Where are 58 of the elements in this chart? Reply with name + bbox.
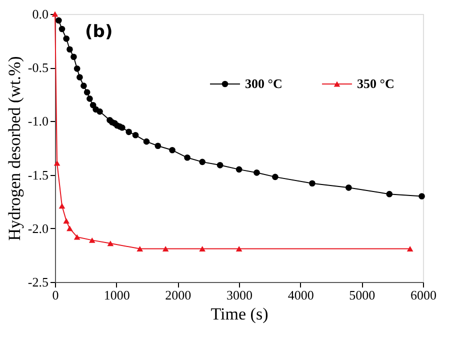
y-tick-label: -1.0 bbox=[28, 114, 48, 129]
x-tick-label: 5000 bbox=[349, 288, 376, 302]
point bbox=[126, 128, 132, 136]
point bbox=[346, 184, 352, 191]
point bbox=[216, 162, 224, 168]
point bbox=[74, 66, 80, 72]
point bbox=[162, 246, 169, 252]
y-tick-label: -2.5 bbox=[28, 274, 48, 290]
x-tick-label: 2000 bbox=[165, 288, 192, 302]
y-tick-label: -1.5 bbox=[28, 167, 48, 182]
x-tick-label: 4000 bbox=[288, 288, 314, 302]
point bbox=[84, 89, 90, 96]
annotation: (b) bbox=[85, 22, 113, 42]
x-tick-label: 6000 bbox=[410, 288, 436, 302]
point bbox=[143, 138, 150, 145]
point bbox=[386, 190, 393, 198]
legend-label: 300 °C bbox=[245, 76, 282, 91]
point bbox=[66, 46, 73, 53]
point bbox=[58, 26, 66, 32]
point bbox=[406, 246, 414, 252]
point bbox=[254, 170, 260, 176]
point bbox=[54, 160, 60, 166]
legend-label: 350 °C bbox=[357, 76, 394, 91]
x-axis-title: Time (s) bbox=[210, 304, 268, 324]
point bbox=[56, 17, 62, 24]
point bbox=[184, 154, 190, 161]
point bbox=[418, 193, 425, 200]
point bbox=[309, 180, 316, 187]
point bbox=[66, 226, 73, 232]
x-tick-label: 0 bbox=[52, 288, 59, 302]
point bbox=[80, 82, 87, 89]
point bbox=[136, 246, 144, 252]
point bbox=[154, 142, 162, 150]
point bbox=[58, 203, 66, 209]
point bbox=[199, 158, 206, 166]
point bbox=[52, 11, 58, 17]
point bbox=[236, 166, 242, 173]
y-axis-title: Hydrogen desorbed (wt.%) bbox=[4, 56, 24, 241]
y-tick-label: 0.0 bbox=[32, 6, 48, 22]
y-tick-label: -0.5 bbox=[28, 60, 48, 76]
point bbox=[132, 132, 139, 138]
point bbox=[88, 237, 96, 243]
point bbox=[169, 146, 176, 154]
point bbox=[119, 124, 126, 131]
x-tick-label: 3000 bbox=[226, 288, 252, 302]
point bbox=[199, 246, 206, 252]
point bbox=[86, 96, 93, 102]
point bbox=[272, 174, 278, 180]
point bbox=[63, 36, 70, 42]
y-tick-label: -2.0 bbox=[28, 220, 48, 236]
point bbox=[76, 74, 83, 80]
point bbox=[107, 240, 114, 246]
point bbox=[63, 218, 70, 224]
point bbox=[236, 246, 242, 252]
point bbox=[70, 54, 77, 60]
point bbox=[74, 234, 80, 240]
point bbox=[96, 108, 103, 115]
x-tick-label: 1000 bbox=[104, 288, 130, 302]
